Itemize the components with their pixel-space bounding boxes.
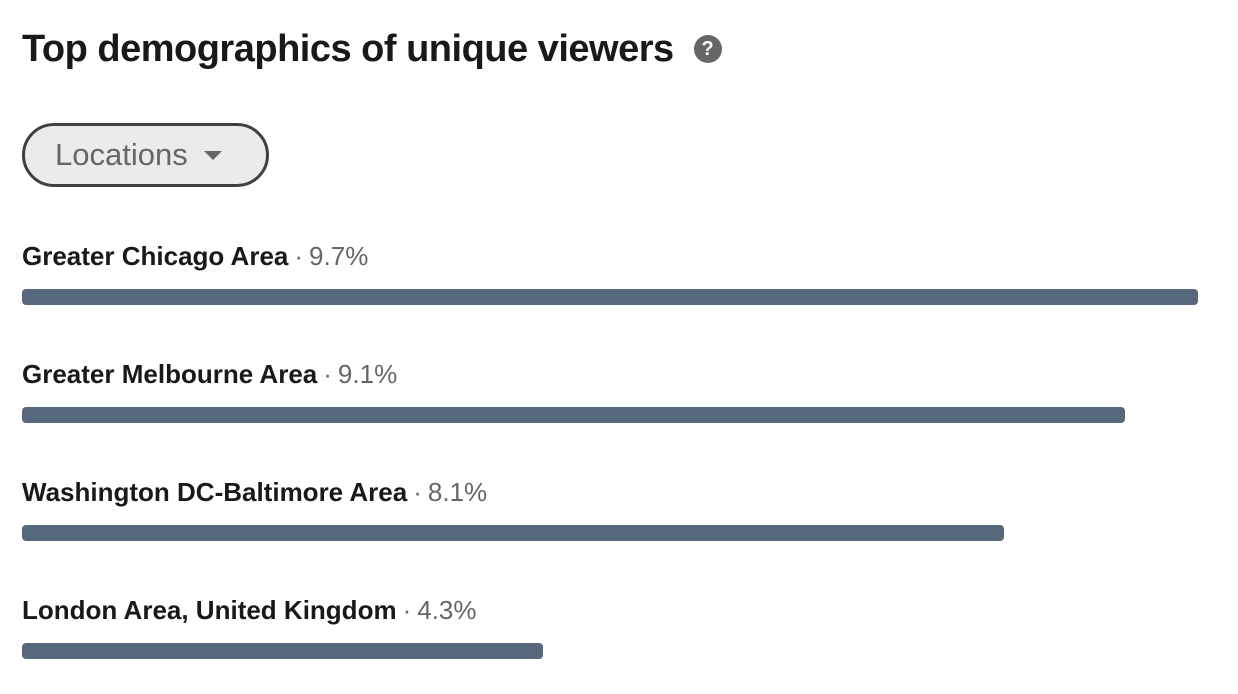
percent-bar (22, 407, 1126, 423)
separator: · (323, 359, 332, 389)
location-label: London Area, United Kingdom · 4.3% (22, 590, 1198, 630)
separator: · (413, 477, 422, 507)
location-name: Washington DC-Baltimore Area (22, 477, 408, 507)
location-label: Washington DC-Baltimore Area · 8.1% (22, 472, 1198, 512)
location-row: Greater Melbourne Area · 9.1% (22, 354, 1198, 472)
separator: · (402, 595, 412, 625)
locations-filter-button[interactable]: Locations (22, 123, 269, 187)
percent-bar (22, 643, 544, 659)
question-circle-icon[interactable]: ? (693, 35, 722, 63)
percent-bar (22, 525, 1005, 541)
card-header: Top demographics of unique viewers ? (22, 24, 722, 74)
location-percent: 4.3% (417, 595, 477, 625)
bar-track (22, 407, 1198, 423)
bar-track (22, 289, 1198, 305)
bar-track (22, 643, 1198, 659)
location-name: Greater Chicago Area (22, 241, 289, 271)
location-label: Greater Chicago Area · 9.7% (22, 236, 1198, 276)
location-row: London Area, United Kingdom · 4.3% (22, 590, 1198, 694)
location-percent: 8.1% (427, 477, 488, 507)
location-list: Greater Chicago Area · 9.7% Greater Melbou… (22, 236, 1198, 694)
location-row: Washington DC-Baltimore Area · 8.1% (22, 472, 1198, 590)
location-percent: 9.1% (337, 359, 398, 389)
location-name: Greater Melbourne Area (22, 359, 318, 389)
location-row: Greater Chicago Area · 9.7% (22, 236, 1198, 354)
card-title: Top demographics of unique viewers (22, 28, 674, 70)
location-percent: 9.7% (309, 241, 369, 271)
location-name: London Area, United Kingdom (22, 595, 397, 625)
separator: · (294, 241, 304, 271)
location-label: Greater Melbourne Area · 9.1% (22, 354, 1198, 394)
filter-label: Locations (55, 137, 188, 172)
bar-track (22, 525, 1198, 541)
percent-bar (22, 289, 1198, 305)
caret-down-icon (203, 150, 222, 160)
